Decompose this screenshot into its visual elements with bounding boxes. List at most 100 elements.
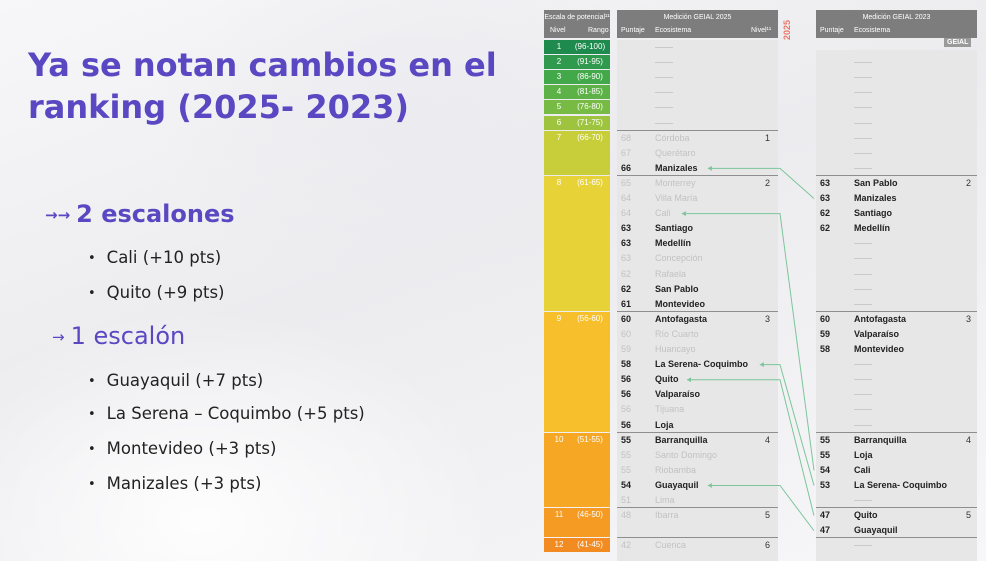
ecosystem-name: Concepción: [655, 253, 703, 264]
empty-row-dash: [854, 273, 872, 275]
section-one-step-heading: → 1 escalón: [52, 322, 185, 350]
level-number: 12: [554, 540, 564, 550]
column-2025: 68 Córdoba 67 Querétaro 66 Manizales 6 5 Monterr…: [617, 40, 778, 561]
ecosystem-name: Huancayo: [655, 344, 696, 354]
score: 61: [621, 298, 632, 309]
ecosystem-name: Montevideo: [854, 344, 905, 354]
score: 66: [621, 162, 632, 173]
empty-row-dash: [854, 152, 872, 154]
ecosystem-name: Cali: [854, 464, 871, 475]
ecosystem-name: Río Cuarto: [655, 328, 699, 339]
score: 56: [621, 389, 632, 400]
scale-level-4: 4 (81-85): [544, 85, 610, 100]
header-2023-title: Medición GEIAL 2023: [862, 14, 931, 21]
level-tag: 1: [765, 132, 771, 143]
empty-row-dash: [854, 364, 872, 366]
score: 62: [621, 268, 632, 279]
scale-header: Escala de potencial¹¹ Nivel Rango: [544, 10, 610, 38]
scale-level-5: 5 (76-80): [544, 100, 610, 115]
scale-level-3: 3 (86-90): [544, 70, 610, 85]
ranking-row-2025: 68 Córdoba: [617, 131, 778, 146]
bullet-item: Manizales (+3 pts): [88, 474, 262, 493]
ecosystem-name: Barranquilla: [655, 434, 708, 445]
ranking-row-2025: 61 Montevideo: [617, 297, 778, 312]
level-separator: [816, 507, 977, 509]
ecosystem-name: Villa María: [655, 193, 698, 203]
level-separator: [617, 310, 778, 312]
level-range: (71-75): [577, 117, 603, 127]
empty-row-dash: [854, 424, 872, 426]
ranking-row-2023: 55 Loja: [816, 448, 977, 463]
empty-row-dash: [854, 107, 872, 109]
score: 63: [820, 177, 831, 188]
ranking-row-2023: 60 Antofagasta: [816, 312, 977, 327]
level-range: (51-55): [577, 434, 603, 444]
ranking-row-2025: 48 Ibarra: [617, 508, 778, 523]
ecosystem-name: La Serena- Coquimbo: [655, 359, 749, 370]
ecosystem-name: Valparaíso: [854, 328, 900, 339]
connector-line: [707, 167, 815, 199]
scale-header-title: Escala de potencial¹¹: [544, 14, 610, 21]
score: 55: [621, 434, 632, 445]
score: 55: [621, 449, 632, 460]
level-range: (46-50): [577, 510, 603, 520]
bullet-item: Guayaquil (+7 pts): [88, 371, 264, 390]
empty-row-dash: [854, 500, 872, 501]
arrowhead-icon: [707, 482, 712, 488]
level-tag: 6: [765, 540, 771, 551]
ecosystem-name: Antofagasta: [655, 313, 708, 324]
scale-level-1: 1 (96-100): [544, 40, 610, 55]
ranking-row-2023: 58 Montevideo: [816, 342, 977, 357]
ecosystem-name: Medellín: [854, 223, 891, 234]
level-separator: [816, 431, 977, 433]
score: 51: [621, 495, 632, 505]
section-one-step-label: 1 escalón: [70, 322, 186, 350]
ranking-row-2025: 51 Lima: [617, 493, 778, 508]
connector-line: [681, 213, 815, 471]
ecosystem-name: Santiago: [655, 223, 694, 234]
score: 62: [820, 208, 831, 219]
col-nivel-2025: Nivel¹¹: [751, 27, 772, 34]
scale-level-10: 10 (51-55): [544, 432, 610, 508]
col-puntaje-2025: Puntaje: [621, 27, 645, 34]
score: 67: [621, 147, 632, 158]
ranking-row-2025: 62 San Pablo: [617, 282, 778, 297]
ranking-row-2025: 66 Manizales: [617, 161, 778, 176]
ecosystem-name: Manizales: [655, 162, 698, 173]
score: 55: [820, 434, 831, 445]
empty-row-dash: [854, 137, 872, 139]
connector-line: [687, 379, 815, 516]
score: 64: [621, 193, 632, 203]
level-range: (66-70): [577, 132, 603, 142]
level-separator: [617, 431, 778, 433]
section-two-steps-heading: →→ 2 escalones: [45, 200, 235, 228]
empty-row-dash: [655, 77, 673, 79]
ecosystem-name: Monterrey: [655, 177, 696, 188]
level-tag: 5: [765, 510, 771, 521]
double-arrow-icon: →→: [45, 206, 71, 224]
ecosystem-name: Guayaquil: [655, 479, 699, 490]
level-separator: [617, 129, 778, 131]
score: 60: [820, 313, 831, 324]
empty-row-dash: [854, 258, 872, 260]
level-number: 10: [554, 434, 564, 444]
ecosystem-name: Quito: [655, 374, 679, 385]
ranking-row-2025: 64 Cali: [617, 206, 778, 221]
score: 63: [621, 238, 632, 249]
ranking-row-2025: 67 Querétaro: [617, 146, 778, 161]
score: 58: [621, 359, 632, 370]
section-two-steps-label: 2 escalones: [76, 200, 235, 228]
bullet-item: La Serena – Coquimbo (+5 pts): [88, 404, 365, 423]
score: 56: [621, 374, 632, 385]
level-number: 5: [556, 102, 562, 112]
level-number: 11: [554, 510, 564, 520]
level-tag: 2: [765, 177, 771, 188]
connector-lines: [681, 165, 815, 532]
arrowhead-icon: [707, 165, 712, 171]
level-number: 3: [556, 72, 562, 82]
ranking-row-2025: 60 Antofagasta: [617, 312, 778, 327]
level-tag: 3: [966, 313, 972, 324]
level-number: 6: [556, 117, 562, 127]
score: 54: [820, 464, 831, 475]
ranking-row-2025: 55 Barranquilla: [617, 433, 778, 448]
